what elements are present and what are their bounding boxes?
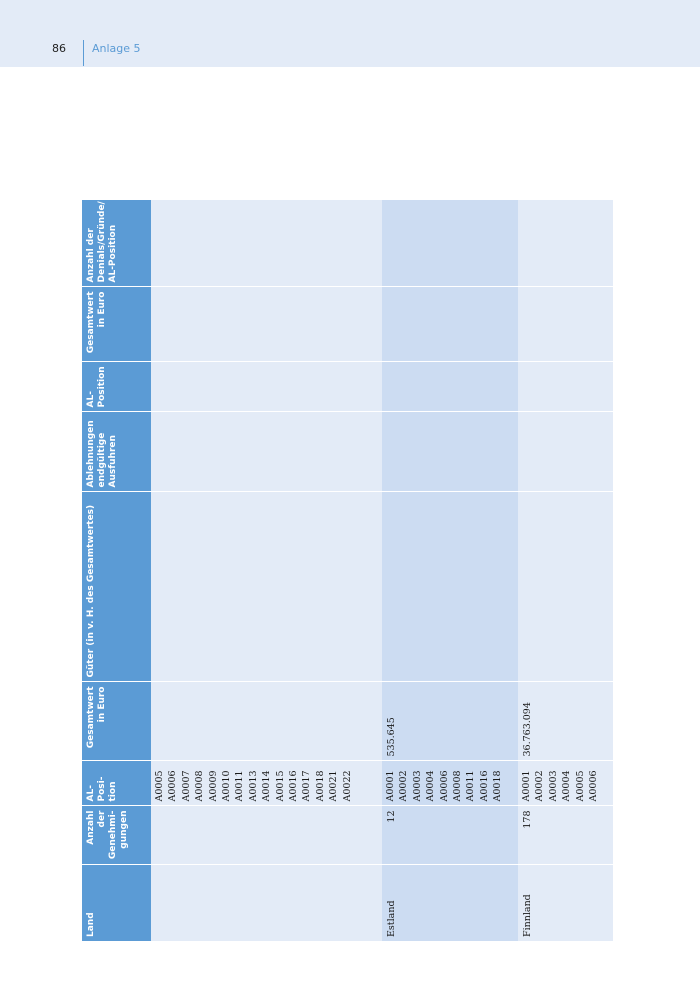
cell-gesamtwert-2	[518, 287, 613, 362]
al-position-code: A0008	[194, 770, 206, 802]
al-position-code: A0003	[411, 770, 423, 802]
al-position-code: A0017	[301, 770, 313, 802]
al-position-code: A0002	[398, 770, 410, 802]
col-header-land: Land	[82, 865, 151, 941]
col-header-anzahl: Anzahl der Genehmi-gungen	[82, 806, 151, 865]
cell-anzahl: 178	[518, 806, 613, 865]
cell-ablehnungen	[518, 412, 613, 492]
col-header-gesamtwert-2: Gesamtwert in Euro	[82, 287, 151, 362]
cell-al-position-2	[382, 362, 518, 412]
cell-al-positions: A0001 A0002 A0003 A0004 A0006 A0008 A0011 A0016…	[382, 761, 518, 806]
al-position-code: A0011	[465, 770, 477, 802]
al-position-code: A0001	[385, 770, 396, 802]
table-row: A0005 A0006 A0007 A0008 A0009 A0010 A0011 A0013…	[151, 200, 382, 941]
al-position-code: A0016	[478, 770, 490, 802]
export-licenses-table: Land Anzahl der Genehmi-gungen AL-Posi-t…	[82, 200, 613, 941]
cell-anzahl: 12	[382, 806, 518, 865]
cell-gesamtwert-2	[151, 287, 382, 362]
col-header-denials: Anzahl der Denials/Gründe/ AL-Position	[82, 200, 151, 287]
cell-gesamtwert: 535.645	[382, 682, 518, 761]
al-position-code: A0008	[452, 770, 464, 802]
al-position-code: A0003	[547, 770, 559, 802]
cell-gueter	[382, 492, 518, 682]
cell-gesamtwert: 36.763.094	[518, 682, 613, 761]
col-header-al-position: AL-Posi-tion	[82, 761, 151, 806]
col-header-ablehnungen: Ablehnungen endgültige Ausfuhren	[82, 412, 151, 492]
cell-ablehnungen	[382, 412, 518, 492]
al-position-code: A0010	[221, 770, 233, 802]
table-header-row: Land Anzahl der Genehmi-gungen AL-Posi-t…	[82, 200, 151, 941]
cell-denials	[518, 200, 613, 287]
page-number: 86	[52, 42, 66, 55]
al-position-code: A0014	[261, 770, 273, 802]
cell-ablehnungen	[151, 412, 382, 492]
al-position-code: A0018	[314, 770, 326, 802]
al-position-code: A0005	[574, 770, 586, 802]
al-position-code: A0006	[167, 770, 179, 802]
cell-gueter	[518, 492, 613, 682]
cell-land: Finnland	[518, 865, 613, 941]
al-position-code: A0013	[247, 770, 259, 802]
al-position-code: A0011	[234, 770, 246, 802]
cell-al-positions: A0005 A0006 A0007 A0008 A0009 A0010 A0011 A0013…	[151, 761, 382, 806]
al-position-code: A0006	[438, 770, 450, 802]
table-row: Finnland 178 A0001 A0002 A0003 A0004 A0005 A000…	[518, 200, 613, 941]
cell-al-positions: A0001 A0002 A0003 A0004 A0005 A0006	[518, 761, 613, 806]
cell-gueter	[151, 492, 382, 682]
cell-al-position-2	[518, 362, 613, 412]
cell-land	[151, 865, 382, 941]
cell-anzahl	[151, 806, 382, 865]
cell-denials	[382, 200, 518, 287]
page-header-bar: 86 Anlage 5	[0, 0, 700, 67]
header-divider	[83, 40, 84, 66]
col-header-al-position-2: AL-Position	[82, 362, 151, 412]
al-position-code: A0005	[154, 770, 165, 802]
col-header-gesamtwert: Gesamtwert in Euro	[82, 682, 151, 761]
al-position-code: A0004	[425, 770, 437, 802]
al-position-code: A0022	[341, 770, 353, 802]
al-position-code: A0001	[521, 770, 532, 802]
al-position-code: A0018	[492, 770, 504, 802]
table-row: Estland 12 A0001 A0002 A0003 A0004 A0006 A0008 A…	[382, 200, 518, 941]
section-label: Anlage 5	[92, 42, 141, 55]
al-position-code: A0009	[207, 770, 219, 802]
cell-gesamtwert	[151, 682, 382, 761]
al-position-code: A0016	[288, 770, 300, 802]
al-position-code: A0006	[588, 770, 600, 802]
al-position-code: A0002	[534, 770, 546, 802]
cell-denials	[151, 200, 382, 287]
rotated-table-container: Land Anzahl der Genehmi-gungen AL-Posi-t…	[82, 200, 617, 941]
cell-al-position-2	[151, 362, 382, 412]
cell-gesamtwert-2	[382, 287, 518, 362]
al-position-code: A0007	[180, 770, 192, 802]
al-position-code: A0021	[328, 770, 340, 802]
al-position-code: A0004	[561, 770, 573, 802]
cell-land: Estland	[382, 865, 518, 941]
col-header-gueter: Güter (in v. H. des Gesamtwertes)	[82, 492, 151, 682]
al-position-code: A0015	[274, 770, 286, 802]
